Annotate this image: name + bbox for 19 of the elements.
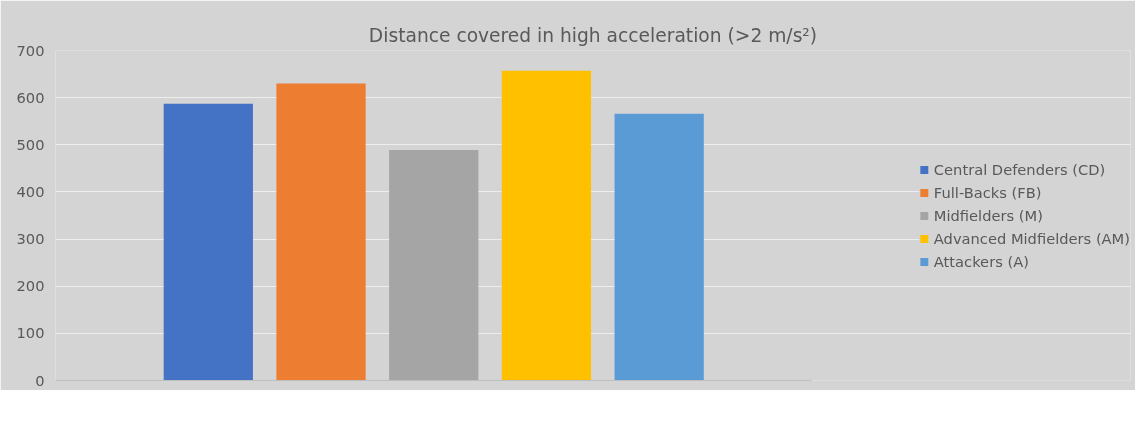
y-tick-label: 400 <box>16 182 45 200</box>
y-tick-label: 0 <box>35 371 45 389</box>
legend-label: Midfielders (M) <box>933 206 1043 224</box>
y-tick-label: 300 <box>16 230 45 248</box>
bar <box>389 149 479 381</box>
y-tick-label: 100 <box>16 324 45 342</box>
y-tick-label: 200 <box>16 277 45 295</box>
bar <box>276 83 366 381</box>
legend-label: Full-Backs (FB) <box>933 183 1042 201</box>
chart-title: Distance covered in high acceleration (>2 m/s²) <box>368 24 818 46</box>
y-tick-label: 700 <box>16 41 45 59</box>
bar <box>163 103 253 381</box>
bar <box>614 113 704 381</box>
y-tick-label: 600 <box>16 88 45 106</box>
legend-label: Central Defenders (CD) <box>933 160 1106 178</box>
legend-label: Attackers (A) <box>933 252 1029 270</box>
legend-label: Advanced Midfielders (AM) <box>933 229 1130 247</box>
y-tick-label: 500 <box>16 135 45 153</box>
bar <box>501 70 592 381</box>
